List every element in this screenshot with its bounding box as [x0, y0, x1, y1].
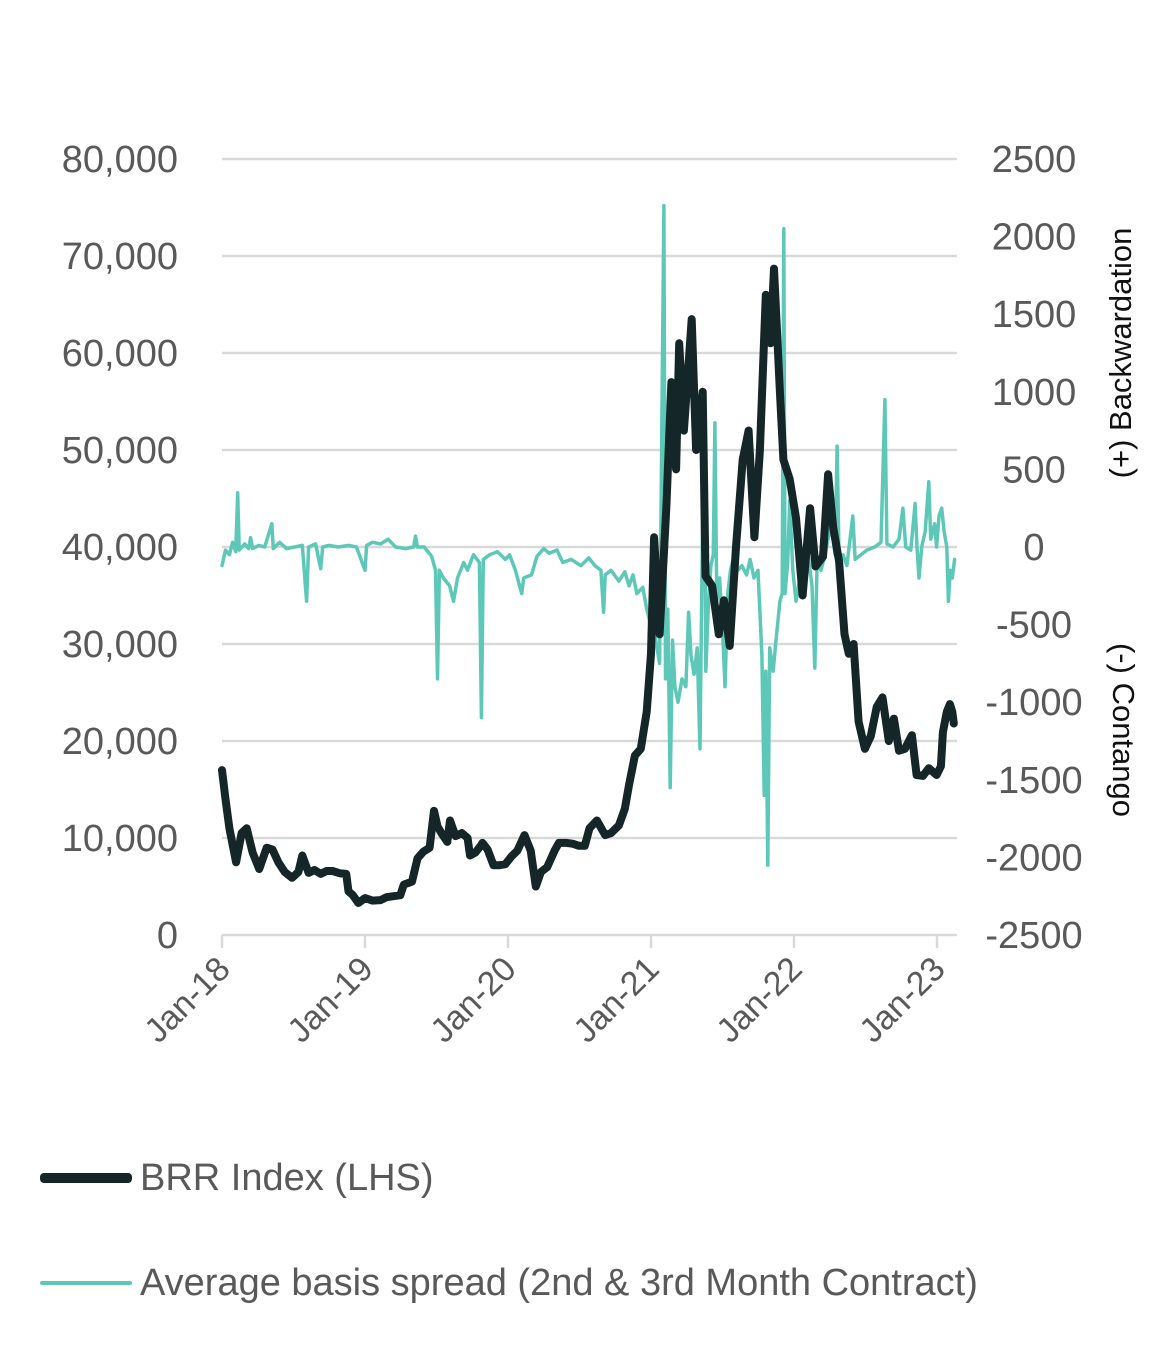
- x-tick-label: Jan-18: [137, 950, 237, 1050]
- right-tick-label: 1000: [992, 372, 1077, 414]
- right-tick-label: -2500: [985, 915, 1082, 957]
- right-tick-label: -2000: [985, 837, 1082, 879]
- left-tick-label: 40,000: [62, 527, 178, 569]
- right-tick-label: 2500: [992, 139, 1077, 181]
- left-tick-label: 20,000: [62, 721, 178, 763]
- legend-swatch-brr: [40, 1173, 132, 1183]
- left-y-axis: 0 10,000 20,000 30,000 40,000 50,000 60,000 70,…: [62, 139, 178, 957]
- left-tick-label: 0: [157, 915, 178, 957]
- right-tick-label: -500: [996, 605, 1072, 647]
- legend-item-brr: BRR Index (LHS): [40, 1148, 1140, 1208]
- right-axis-title-bottom: (-) Contango: [1106, 643, 1141, 817]
- right-y-axis: -2500 -2000 -1500 -1000 -500 0 500 1000 1500 2000…: [985, 139, 1082, 957]
- left-tick-label: 80,000: [62, 139, 178, 181]
- x-tick-label: Jan-21: [566, 950, 666, 1050]
- left-tick-label: 10,000: [62, 818, 178, 860]
- legend-swatch-basis: [40, 1281, 132, 1285]
- series-line-brr-index: [218, 264, 958, 907]
- left-tick-label: 50,000: [62, 430, 178, 472]
- right-axis-title-top: (+) Backwardation: [1103, 228, 1138, 479]
- x-tick-label: Jan-20: [423, 950, 523, 1050]
- legend-label-brr: BRR Index (LHS): [140, 1156, 434, 1199]
- plot-area: [218, 203, 958, 907]
- legend-label-basis: Average basis spread (2nd & 3rd Month Co…: [140, 1261, 978, 1304]
- legend-item-basis: Average basis spread (2nd & 3rd Month Co…: [40, 1253, 1140, 1313]
- right-tick-label: -1500: [985, 760, 1082, 802]
- left-tick-label: 30,000: [62, 624, 178, 666]
- right-tick-label: 2000: [992, 217, 1077, 259]
- right-tick-label: -1000: [985, 682, 1082, 724]
- right-tick-label: 0: [1023, 527, 1044, 569]
- right-tick-label: 1500: [992, 294, 1077, 336]
- right-tick-label: 500: [1002, 449, 1065, 491]
- x-tick-label: Jan-22: [709, 950, 809, 1050]
- left-tick-label: 70,000: [62, 236, 178, 278]
- series-line-basis-spread: [220, 203, 957, 867]
- gridlines: [222, 157, 957, 840]
- x-tick-label: Jan-19: [280, 950, 380, 1050]
- x-tick-label: Jan-23: [852, 950, 952, 1050]
- left-tick-label: 60,000: [62, 333, 178, 375]
- x-axis: Jan-18 Jan-19 Jan-20 Jan-21 Jan-22 Jan-23: [137, 933, 957, 1050]
